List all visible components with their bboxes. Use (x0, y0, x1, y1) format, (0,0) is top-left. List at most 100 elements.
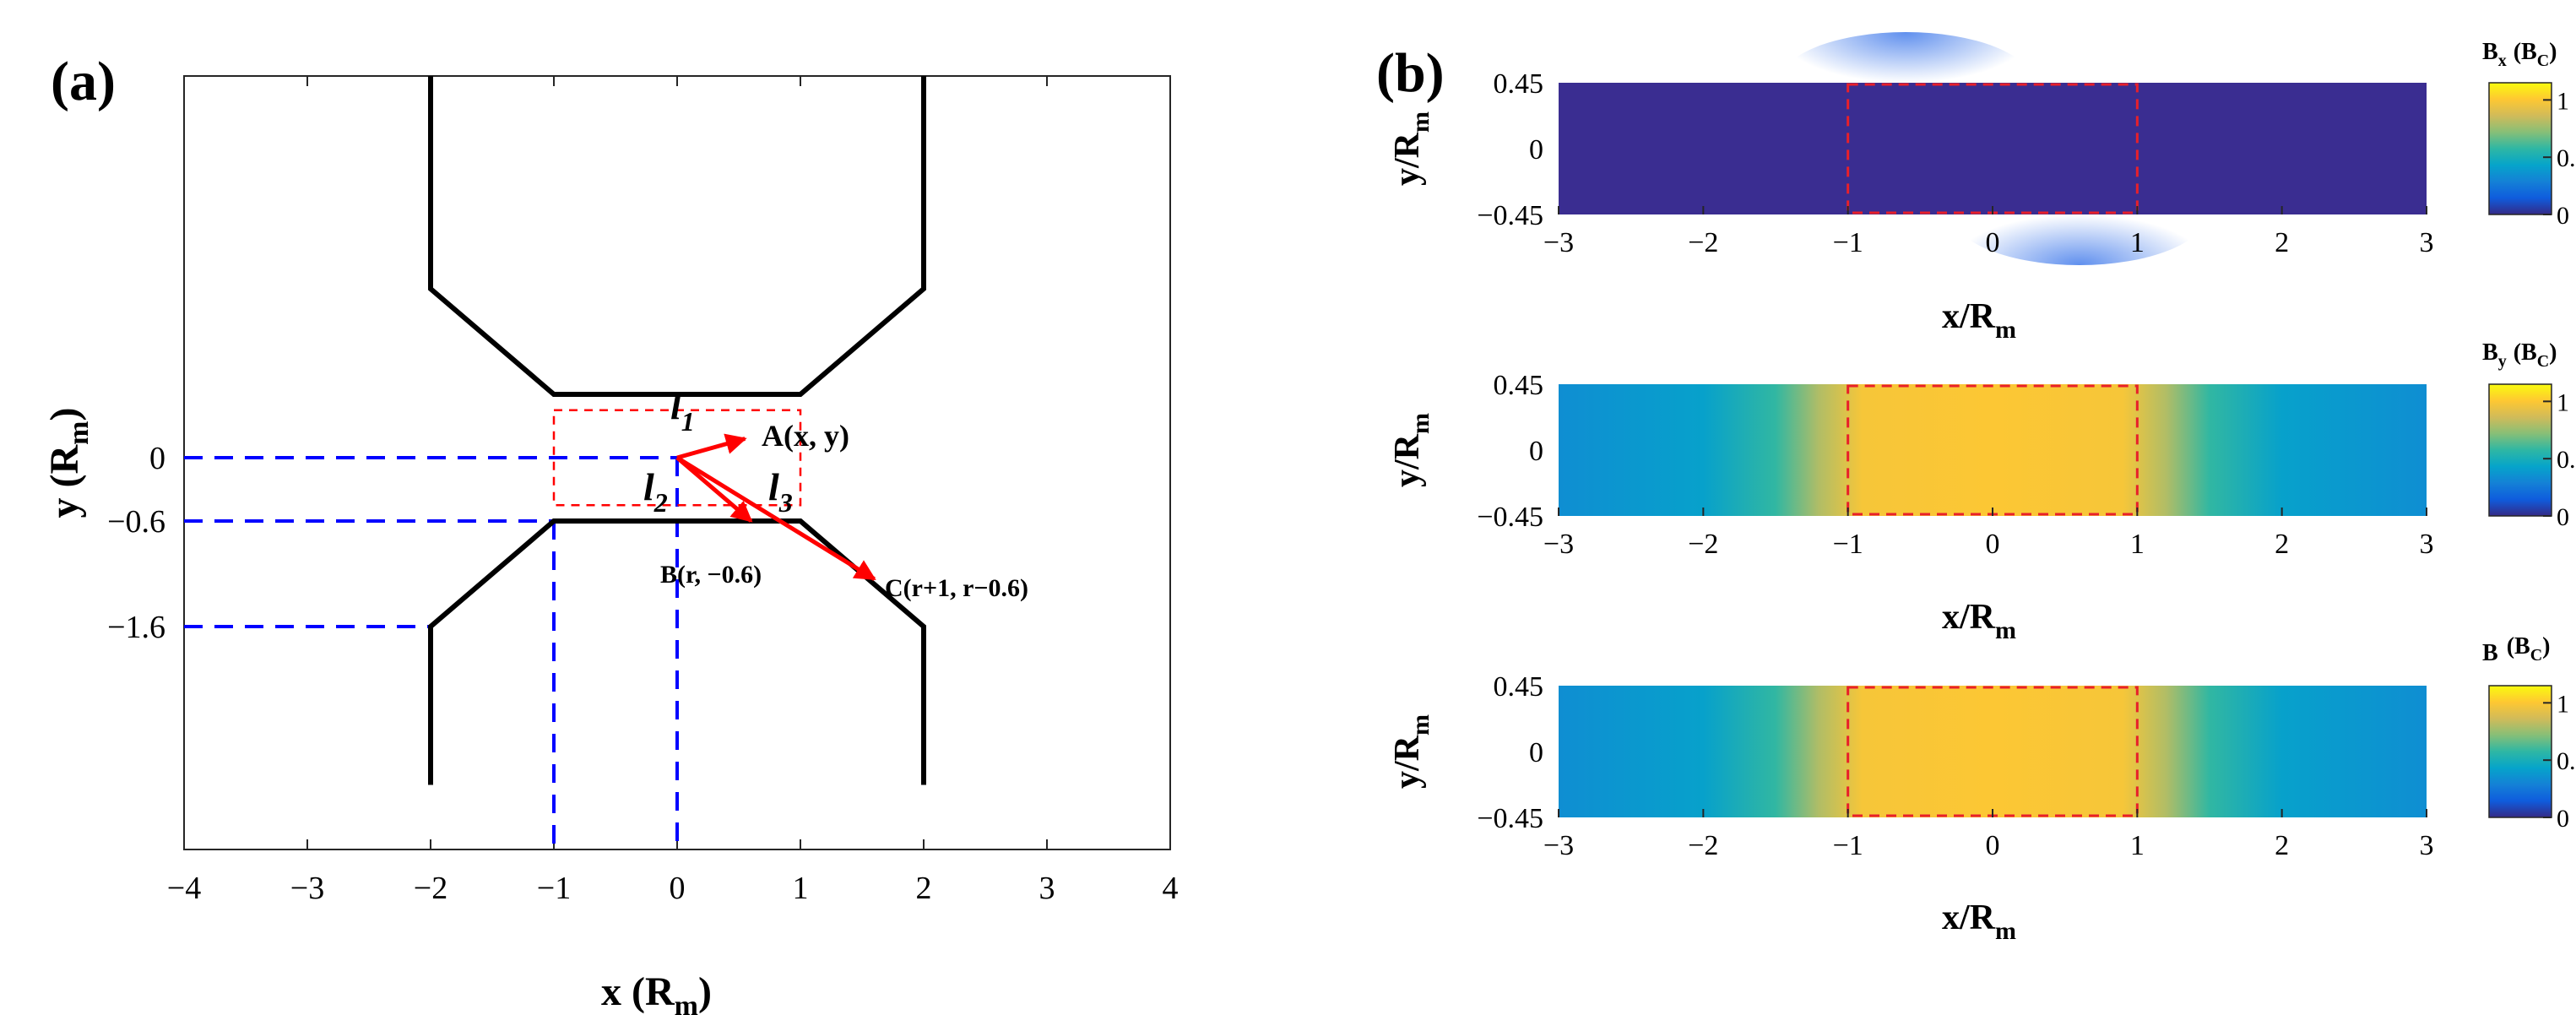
heatmap-x-tick-label: 3 (2420, 227, 2434, 258)
channel-boundary-line (428, 76, 926, 397)
point-b-label: B(r, −0.6) (660, 561, 762, 589)
heatmap-y-tick-label: 0.45 (1494, 671, 1544, 703)
panel-a-x-tick-label: 3 (1039, 871, 1055, 906)
panel-a-y-tick-label: 0 (149, 441, 165, 476)
vector-l2 (675, 456, 753, 523)
colorbar-b-title: B (BC) (2482, 633, 2550, 666)
heatmap-x-tick-label: 0 (1986, 227, 2000, 258)
vector-l1 (676, 433, 747, 460)
heatmap-x-tick-label: 2 (2275, 529, 2289, 560)
panel-a-y-ticks: 0 −0.6 −1.6 (107, 441, 194, 645)
heatmap-bx-highlights (1779, 32, 2206, 265)
heatmap-x-tick-label: 2 (2275, 227, 2289, 258)
panel-a-y-tick-label: −0.6 (107, 504, 165, 540)
heatmap-x-tick-label: 2 (2275, 830, 2289, 861)
point-a-label: A(x, y) (762, 419, 849, 453)
colorbar-b-scale (2488, 685, 2552, 818)
vector-l3-label: l3 (768, 465, 793, 518)
panel-a-x-tick-label: −2 (414, 871, 447, 906)
colorbar-tick-label: 0.5 (2557, 144, 2576, 172)
heatmap-y-tick-label: 0 (1529, 436, 1543, 467)
heatmap-b (1559, 686, 2427, 817)
panel-a-channel-boundary (428, 76, 926, 785)
heatmap-bx-x-axis-label: x/Rm (1942, 297, 2016, 344)
panel-a-x-tick-label: 1 (793, 871, 809, 906)
colorbar-tick-label: 1 (2557, 87, 2569, 115)
heatmap-y-tick-label: 0 (1529, 134, 1543, 166)
panel-b-ticks: −3 −2 −1 0 1 2 30.450−0.45−3 −2 −1 0 1 2 30.450−0.45… (1477, 68, 2433, 861)
panel-b: (b) Bx(BC) By(BC) B(BC) 1 0.5 0 1 0.5 0 1 0.5 0 (1376, 32, 2576, 945)
heatmap-x-tick-label: 3 (2420, 830, 2434, 861)
heatmap-bx (1559, 32, 2427, 265)
colorbar-tick-label: 1 (2557, 690, 2569, 718)
panel-a-label: (a) (51, 51, 116, 112)
colorbar-ticks: 1 0.5 0 1 0.5 0 1 0.5 0 (2543, 87, 2576, 833)
heatmap-x-tick-label: −1 (1833, 529, 1863, 560)
heatmap-x-tick-label: 3 (2420, 529, 2434, 560)
analysis-region (552, 409, 802, 507)
heatmap-b-y-axis-label: y/Rm (1388, 714, 1434, 789)
colorbar-by-title: By (BC) (2482, 339, 2557, 371)
heatmap-x-tick-label: −2 (1688, 227, 1718, 258)
heatmap-x-tick-label: −3 (1543, 830, 1574, 861)
heatmap-x-tick-label: −3 (1543, 529, 1574, 560)
panel-a-x-tick-label: 0 (670, 871, 686, 906)
field-highlight (1779, 32, 2033, 133)
panel-a-x-tick-label: −3 (290, 871, 324, 906)
heatmap-x-tick-label: −2 (1688, 830, 1718, 861)
field-highlight (1952, 164, 2206, 265)
heatmap-x-tick-label: −3 (1543, 227, 1574, 258)
heatmap-y-tick-label: 0 (1529, 737, 1543, 768)
heatmap-y-tick-label: 0.45 (1494, 370, 1544, 401)
colorbar-tick-label: 0.5 (2557, 446, 2576, 474)
heatmap-x-tick-label: 0 (1986, 830, 2000, 861)
panel-a-x-ticks: −4 −3 −2 −1 0 1 2 3 4 (167, 76, 1179, 906)
colorbar-tick-label: 0.5 (2557, 747, 2576, 775)
panel-a-x-tick-label: 4 (1163, 871, 1179, 906)
panel-b-label: (b) (1376, 42, 1445, 104)
heatmap-x-tick-label: 1 (2130, 529, 2145, 560)
heatmap-y-tick-label: −0.45 (1477, 803, 1543, 834)
panel-a-vectors (675, 433, 876, 581)
panel-a-x-tick-label: −4 (167, 871, 201, 906)
heatmap-by-x-axis-label: x/Rm (1942, 598, 2016, 644)
heatmap-x-tick-label: −2 (1688, 529, 1718, 560)
panel-a-region (552, 409, 802, 507)
heatmap-x-tick-label: −1 (1833, 227, 1863, 258)
panel-a-x-axis-label: x (Rm) (601, 969, 712, 1015)
colorbar-bx-scale (2488, 82, 2552, 215)
panel-a: (a) −4 −3 −2 −1 0 1 2 3 4 0 −0.6 −1.6 x (Rm) y (Rm… (42, 51, 1179, 1015)
heatmap-y-tick-label: 0.45 (1494, 68, 1544, 100)
colorbar-tick-label: 0 (2557, 805, 2569, 833)
heatmap-x-tick-label: −1 (1833, 830, 1863, 861)
heatmap-by (1559, 384, 2427, 516)
heatmap-b-x-axis-label: x/Rm (1942, 898, 2016, 945)
colorbar-tick-label: 0 (2557, 503, 2569, 531)
colorbar-b: B (BC) (2482, 633, 2552, 818)
heatmap-x-tick-label: 1 (2130, 830, 2145, 861)
panel-a-x-tick-label: −1 (537, 871, 571, 906)
heatmap-y-tick-label: −0.45 (1477, 200, 1543, 231)
point-c-label: C(r+1, r−0.6) (885, 574, 1028, 602)
heatmap-x-tick-label: 1 (2130, 227, 2145, 258)
vector-l3 (675, 455, 876, 581)
colorbar-by-scale (2488, 383, 2552, 517)
vector-l1-label: l1 (670, 384, 695, 437)
panel-a-y-axis-label: y (Rm) (42, 408, 95, 518)
heatmap-by-field (1559, 384, 2427, 516)
heatmap-x-tick-label: 0 (1986, 529, 2000, 560)
heatmap-y-tick-label: −0.45 (1477, 502, 1543, 533)
heatmap-by-y-axis-label: y/Rm (1388, 413, 1434, 487)
colorbar-by: By (BC) (2482, 339, 2557, 517)
colorbar-tick-label: 0 (2557, 202, 2569, 230)
panel-a-x-tick-label: 2 (916, 871, 932, 906)
vector-l2-label: l2 (643, 465, 668, 518)
heatmap-bx-y-axis-label: y/Rm (1388, 111, 1434, 186)
heatmap-b-field (1559, 686, 2427, 817)
channel-boundary-line (428, 518, 926, 785)
colorbar-bx: Bx (BC) (2482, 39, 2557, 215)
colorbar-tick-label: 1 (2557, 388, 2569, 416)
colorbar-bx-title: Bx (BC) (2482, 39, 2557, 70)
panel-a-y-tick-label: −1.6 (107, 610, 165, 645)
